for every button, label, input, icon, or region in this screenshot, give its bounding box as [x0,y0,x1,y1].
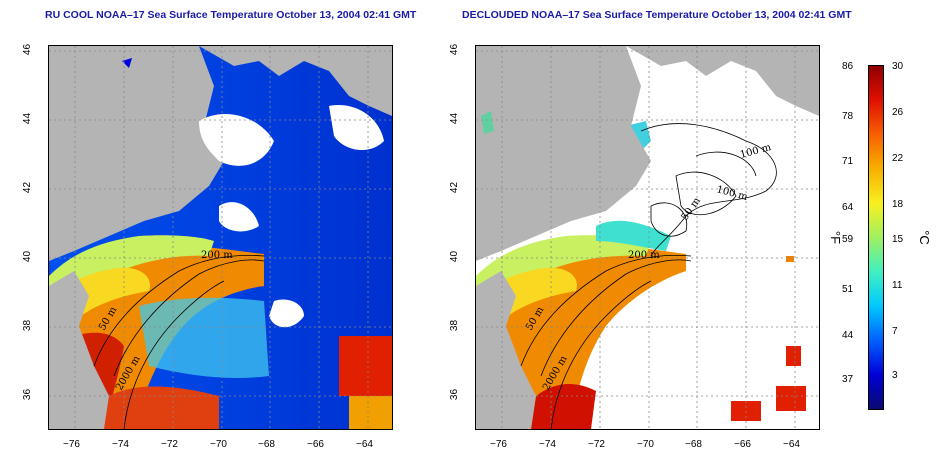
y-tick-label: 36 [449,388,461,401]
temperature-colorbar [868,65,884,410]
x-tick-label: −66 [307,439,324,450]
c-tick-label: 22 [892,153,904,164]
x-tick-label: −66 [734,439,751,450]
small-lake [122,58,132,68]
x-tick-label: −72 [161,439,178,450]
f-tick-label: 86 [842,61,854,72]
unit-fahrenheit: °F [828,230,844,245]
warm-pixels [776,386,806,411]
f-tick-label: 78 [842,111,854,122]
east-warm-patch-2 [349,396,392,429]
coastal-green-water [476,235,651,326]
y-tick-label: 46 [449,43,461,56]
left-sst-map: 50 m 200 m 2000 m [49,46,392,429]
east-warm-patch [339,336,392,396]
x-tick-label: −72 [588,439,605,450]
x-tick-label: −76 [63,439,80,450]
y-tick-label: 42 [22,181,34,194]
land-northeast-us [49,46,224,261]
warm-eddy [104,386,219,429]
left-map-panel: 50 m 200 m 2000 m [48,45,393,430]
land-nova-scotia [626,46,819,116]
contour-label-200m: 200 m [628,250,660,261]
y-tick-label: 38 [22,319,34,332]
y-tick-label: 46 [22,43,34,56]
x-tick-label: −68 [685,439,702,450]
cloud-patch [329,105,384,151]
x-tick-label: −74 [112,439,129,450]
c-tick-label: 15 [892,234,904,245]
x-tick-label: −64 [356,439,373,450]
cloud-patch [199,113,274,166]
cloud-patch [269,299,304,328]
c-tick-label: 3 [892,370,898,381]
gulf-stream-core [531,384,596,429]
c-tick-label: 7 [892,326,898,337]
contour-label-200m: 200 m [201,250,233,261]
x-tick-label: −64 [783,439,800,450]
y-tick-label: 38 [449,319,461,332]
warm-pixels [786,256,794,262]
y-tick-label: 40 [22,250,34,263]
y-tick-label: 40 [449,250,461,263]
f-tick-label: 37 [842,374,854,385]
cloud-patch [219,202,259,232]
c-tick-label: 11 [892,280,903,291]
f-tick-label: 64 [842,202,854,213]
bathymetry-contours [520,123,777,429]
right-map-panel: 50 m 200 m 2000 m 100 m 100 m 50 m [475,45,820,430]
x-tick-label: −70 [210,439,227,450]
land-mid-atlantic [49,271,109,429]
lake-patch [481,111,494,134]
left-panel-title: RU COOL NOAA–17 Sea Surface Temperature … [45,9,417,21]
right-sst-map: 50 m 200 m 2000 m 100 m 100 m 50 m [476,46,819,429]
unit-celsius: °C [916,230,932,245]
y-tick-label: 36 [22,388,34,401]
x-tick-label: −70 [637,439,654,450]
c-tick-label: 26 [892,107,904,118]
f-tick-label: 51 [842,284,854,295]
land-northeast-us [476,46,651,261]
f-tick-label: 59 [842,234,854,245]
f-tick-label: 71 [842,156,854,167]
land-mid-atlantic [476,271,536,429]
mixing-zone [139,297,269,378]
bathymetry-contours [93,254,265,429]
c-tick-label: 30 [892,61,904,72]
x-tick-label: −74 [539,439,556,450]
land-nova-scotia [199,46,392,116]
c-tick-label: 18 [892,199,904,210]
x-tick-label: −76 [490,439,507,450]
x-tick-label: −68 [258,439,275,450]
y-tick-label: 42 [449,181,461,194]
y-tick-label: 44 [22,112,34,125]
coastal-cyan-water [596,220,671,251]
right-panel-title: DECLOUDED NOAA–17 Sea Surface Temperatur… [462,9,852,21]
f-tick-label: 44 [842,330,854,341]
y-tick-label: 44 [449,112,461,125]
warm-pixels [786,346,801,366]
